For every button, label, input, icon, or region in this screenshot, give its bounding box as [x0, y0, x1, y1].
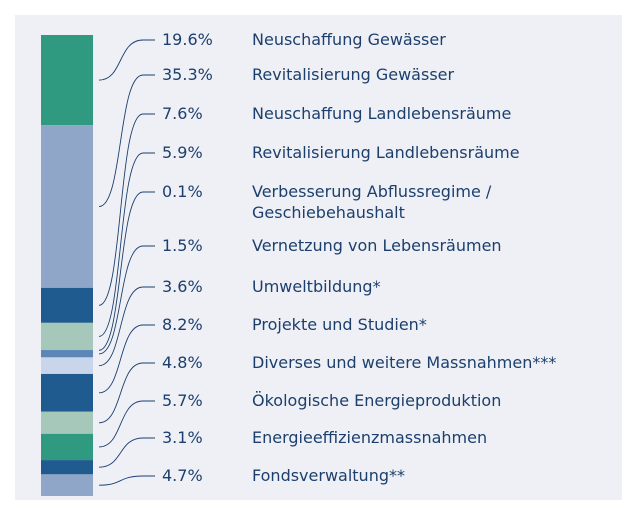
bar-segment	[41, 411, 93, 434]
category-label: Umweltbildung*	[252, 277, 381, 296]
category-label: Ökologische Energieproduktion	[252, 391, 502, 410]
value-label: 19.6%	[162, 30, 213, 49]
bar-segment	[41, 287, 93, 323]
leader-line	[98, 74, 155, 208]
category-label: Revitalisierung Gewässer	[252, 65, 455, 84]
value-label: 0.1%	[162, 182, 203, 201]
leader-line	[98, 286, 155, 367]
value-label: 4.7%	[162, 466, 203, 485]
leader-line	[98, 475, 155, 486]
value-label: 35.3%	[162, 65, 213, 84]
leader-line	[98, 400, 155, 448]
category-label: Neuschaffung Gewässer	[252, 30, 446, 49]
bar-segment	[41, 125, 93, 288]
leader-line	[98, 152, 155, 337]
category-label: Neuschaffung Landlebensräume	[252, 104, 512, 123]
leader-line	[98, 191, 155, 351]
category-label: Diverses und weitere Massnahmen***	[252, 353, 557, 372]
panel	[15, 15, 622, 500]
category-label: Fondsverwaltung**	[252, 466, 405, 485]
value-label: 5.7%	[162, 391, 203, 410]
leader-line	[98, 324, 155, 394]
value-label: 3.6%	[162, 277, 203, 296]
value-label: 7.6%	[162, 104, 203, 123]
bar-segment	[41, 460, 93, 475]
leader-line	[98, 437, 155, 468]
value-label: 1.5%	[162, 236, 203, 255]
bar-segment	[41, 322, 93, 351]
category-label: Projekte und Studien*	[252, 315, 427, 334]
category-label: Revitalisierung Landlebensräume	[252, 143, 520, 162]
category-label: Energieeffizienzmassnahmen	[252, 428, 488, 447]
value-label: 3.1%	[162, 428, 203, 447]
leader-line	[98, 245, 155, 355]
category-label: Vernetzung von Lebensräumen	[252, 236, 502, 255]
category-label: Verbesserung Abflussregime / Geschiebeha…	[252, 182, 492, 222]
leader-line	[98, 39, 155, 81]
bar-segment	[41, 373, 93, 412]
bar-segment	[41, 35, 93, 126]
value-label: 5.9%	[162, 143, 203, 162]
bar-segment	[41, 357, 93, 374]
bar-segment	[41, 474, 93, 496]
leader-line	[98, 362, 155, 424]
leader-line	[98, 113, 155, 306]
value-label: 8.2%	[162, 315, 203, 334]
bar-segment	[41, 433, 93, 461]
value-label: 4.8%	[162, 353, 203, 372]
bar-segment	[41, 350, 93, 358]
